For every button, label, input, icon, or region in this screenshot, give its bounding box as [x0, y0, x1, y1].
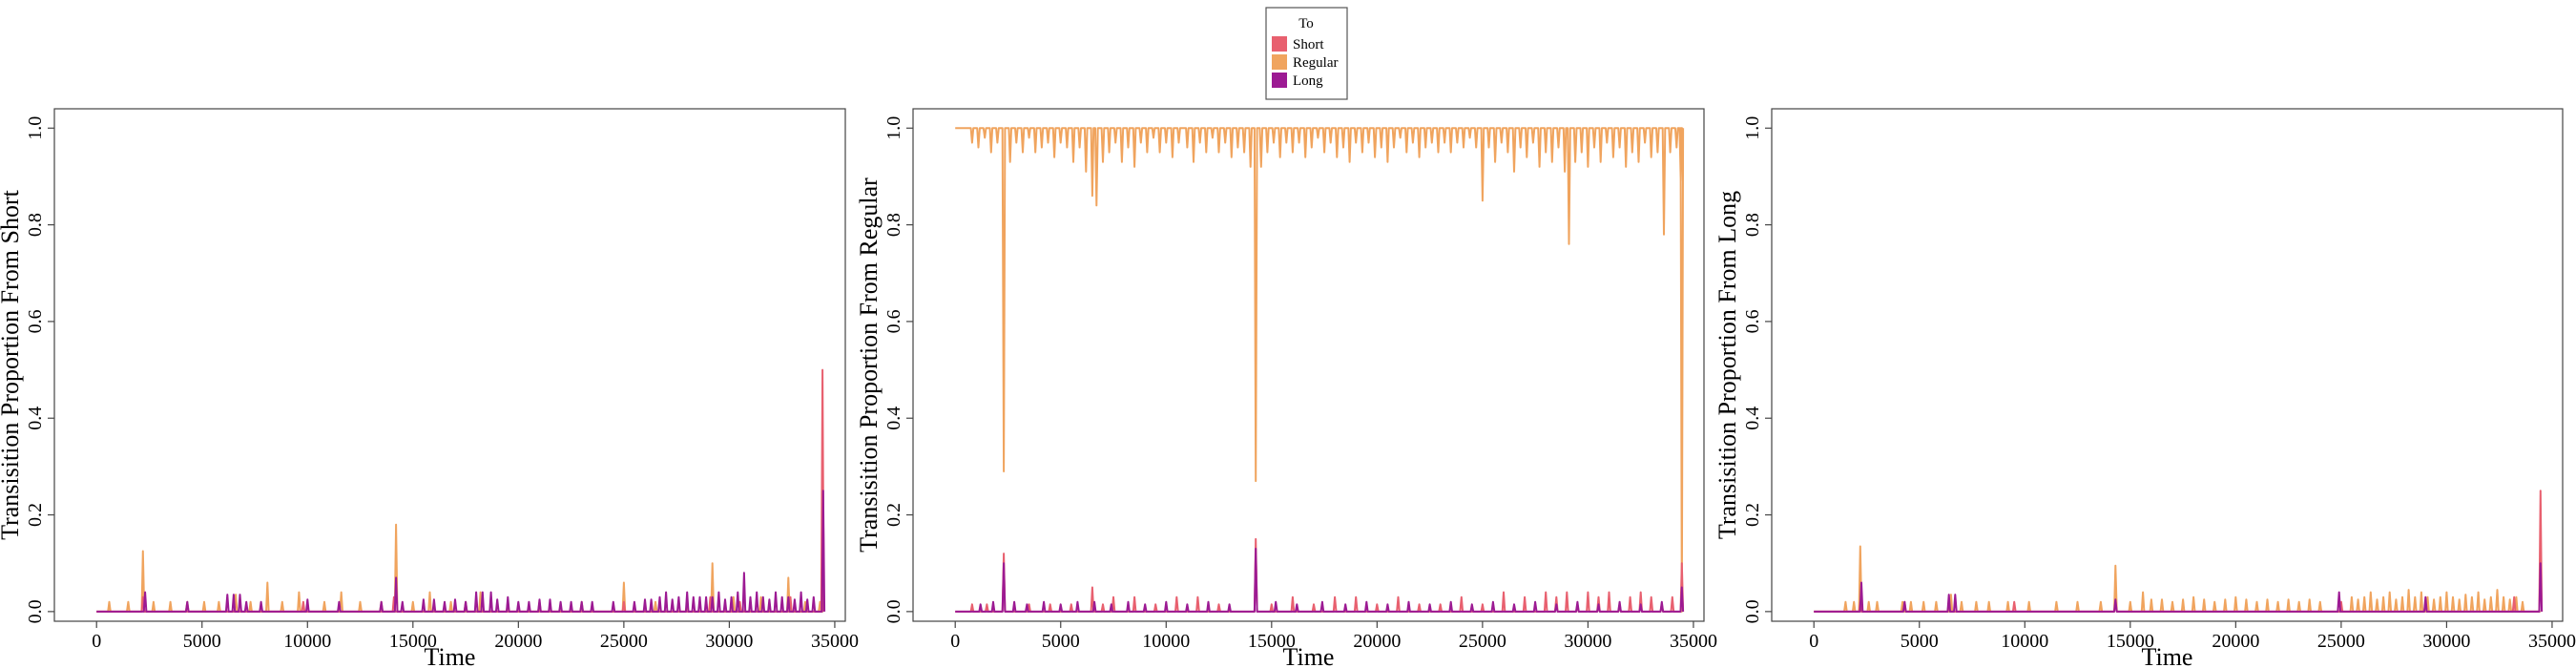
x-tick-label: 5000 — [1042, 631, 1080, 652]
x-tick-label: 30000 — [705, 631, 753, 652]
series-line-short — [96, 368, 825, 613]
series-line-long — [96, 490, 826, 613]
plot-frame — [912, 108, 1705, 622]
y-tick-label: 0.2 — [25, 503, 46, 527]
x-tick-label: 10000 — [283, 631, 331, 652]
x-axis-title: Time — [2142, 643, 2193, 668]
y-tick-label: 1.0 — [1742, 116, 1763, 140]
x-tick-label: 35000 — [1670, 631, 1717, 652]
x-axis-title: Time — [425, 643, 476, 668]
series-line-regular — [1814, 545, 2541, 613]
series-line-short — [955, 537, 1685, 613]
y-tick-label: 0.0 — [883, 599, 904, 623]
x-tick-label: 10000 — [1142, 631, 1190, 652]
x-tick-label: 5000 — [183, 631, 221, 652]
x-tick-label: 25000 — [1459, 631, 1506, 652]
series-line-short — [1814, 490, 2544, 613]
x-tick-label: 0 — [1809, 631, 1818, 652]
x-tick-label: 20000 — [494, 631, 542, 652]
panels: 0 5000 10000 15000 20000 25000 30000 35000 0.0 0.… — [0, 108, 2576, 668]
panel-3: 0 5000 10000 15000 20000 25000 30000 35000 0.0 0.… — [1714, 108, 2576, 668]
plot-frame — [53, 108, 846, 622]
x-tick-label: 20000 — [1353, 631, 1401, 652]
y-axis-title: Transisition Proportion From Regular — [855, 177, 883, 553]
legend-label-regular: Regular — [1293, 55, 1338, 71]
x-tick-label: 15000 — [389, 631, 437, 652]
series-line-long — [1814, 562, 2544, 613]
x-tick-label: 25000 — [2317, 631, 2365, 652]
y-tick-label: 0.4 — [25, 407, 46, 430]
legend-label-short: Short — [1293, 37, 1324, 52]
series-line-regular — [955, 127, 1685, 613]
x-tick-label: 0 — [92, 631, 101, 652]
x-tick-label: 20000 — [2212, 631, 2259, 652]
y-tick-label: 0.4 — [1742, 407, 1763, 430]
y-tick-label: 0.8 — [25, 213, 46, 237]
legend-swatch-short — [1272, 36, 1287, 52]
x-tick-label: 15000 — [2107, 631, 2154, 652]
series-line-long — [955, 548, 1685, 613]
y-tick-label: 0.2 — [1742, 503, 1763, 527]
plot-frame — [1771, 108, 2564, 622]
y-axis-title: Transisition Proportion From Long — [1714, 191, 1741, 539]
panel-2: 0 5000 10000 15000 20000 25000 30000 35000 0.0 0.… — [855, 108, 1717, 668]
y-tick-label: 0.6 — [1742, 309, 1763, 333]
y-tick-label: 0.4 — [883, 407, 904, 430]
legend-label-long: Long — [1293, 73, 1323, 89]
x-tick-label: 10000 — [2001, 631, 2048, 652]
y-tick-label: 1.0 — [25, 116, 46, 140]
panel-1: 0 5000 10000 15000 20000 25000 30000 35000 0.0 0.… — [0, 108, 859, 668]
x-tick-label: 30000 — [2422, 631, 2470, 652]
y-tick-label: 0.0 — [1742, 599, 1763, 623]
x-tick-label: 0 — [950, 631, 960, 652]
y-axis-title: Transisition Proportion From Short — [0, 189, 24, 539]
y-tick-label: 0.8 — [883, 213, 904, 237]
x-tick-label: 25000 — [600, 631, 648, 652]
legend: To Short Regular Long — [1265, 7, 1348, 100]
legend-swatch-long — [1272, 73, 1287, 88]
y-tick-label: 0.8 — [1742, 213, 1763, 237]
y-tick-label: 0.2 — [883, 503, 904, 527]
y-tick-label: 0.6 — [883, 309, 904, 333]
y-tick-label: 0.6 — [25, 309, 46, 333]
y-tick-label: 1.0 — [883, 116, 904, 140]
x-tick-label: 5000 — [1901, 631, 1939, 652]
series-line-regular — [96, 523, 823, 613]
x-tick-label: 35000 — [2528, 631, 2576, 652]
x-tick-label: 35000 — [811, 631, 859, 652]
x-tick-label: 15000 — [1248, 631, 1296, 652]
legend-title: To — [1298, 16, 1314, 31]
x-axis-title: Time — [1283, 643, 1335, 668]
y-tick-label: 0.0 — [25, 599, 46, 623]
x-tick-label: 30000 — [1564, 631, 1611, 652]
legend-swatch-regular — [1272, 54, 1287, 70]
